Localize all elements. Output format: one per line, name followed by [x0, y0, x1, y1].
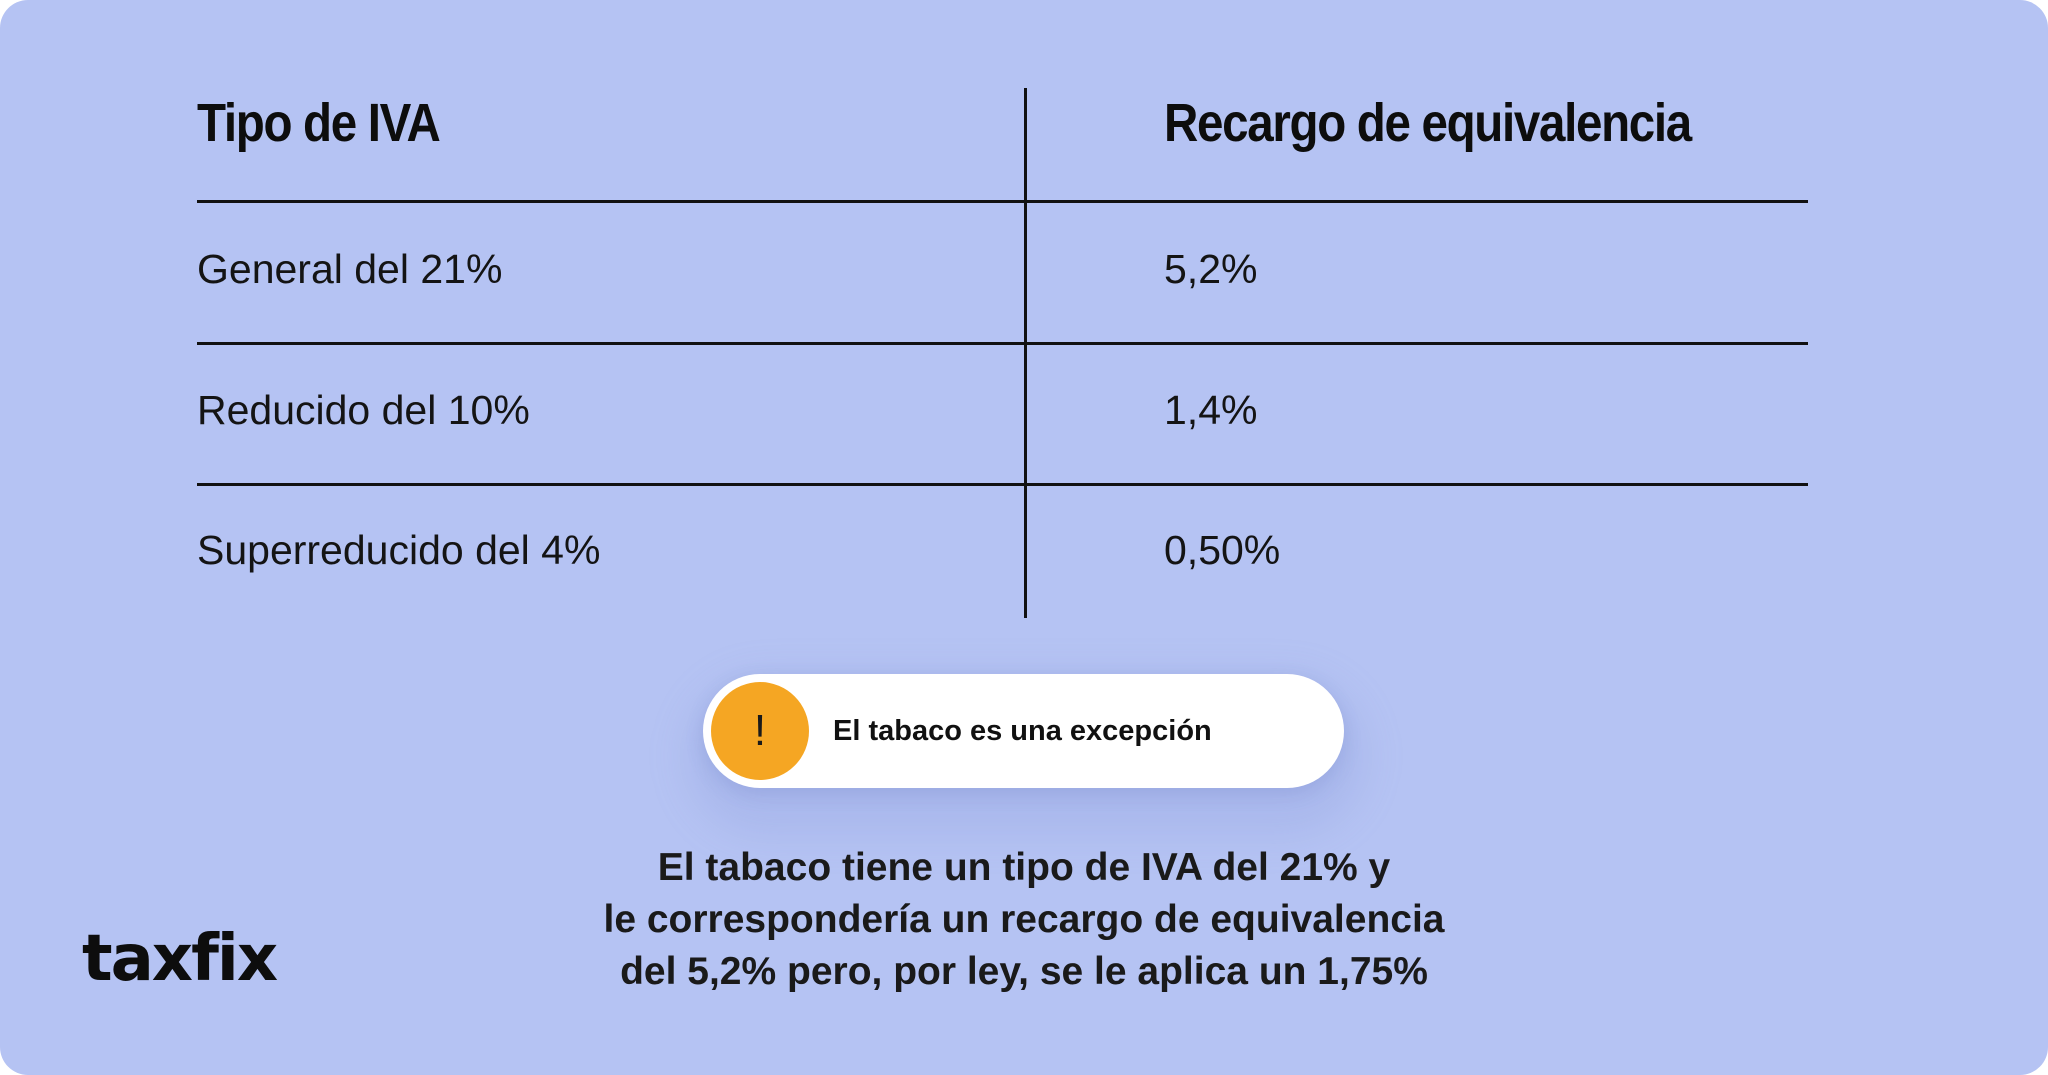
taxfix-logo: taxfix	[82, 922, 278, 996]
row-divider	[197, 200, 1808, 203]
row-divider	[197, 483, 1808, 486]
cell-recargo: 1,4%	[1164, 387, 1258, 433]
row-divider	[197, 342, 1808, 345]
cell-recargo: 5,2%	[1164, 246, 1258, 292]
cell-tipo: General del 21%	[197, 246, 503, 292]
cell-tipo: Reducido del 10%	[197, 387, 530, 433]
exclamation-icon: !	[711, 682, 809, 780]
header-recargo: Recargo de equivalencia	[1164, 93, 1692, 153]
note-line: El tabaco tiene un tipo de IVA del 21% y	[657, 846, 1391, 889]
cell-recargo: 0,50%	[1164, 527, 1281, 573]
exclamation-glyph: !	[753, 706, 767, 755]
note-line: del 5,2% pero, por ley, se le aplica un …	[620, 950, 1428, 993]
exception-callout: ! El tabaco es una excepción	[703, 674, 1344, 788]
callout-label: El tabaco es una excepción	[833, 714, 1212, 747]
column-divider	[1024, 88, 1027, 618]
note-line: le correspondería un recargo de equivale…	[603, 898, 1445, 941]
exception-note: El tabaco tiene un tipo de IVA del 21% y…	[512, 842, 1536, 998]
cell-tipo: Superreducido del 4%	[197, 527, 601, 573]
header-tipo-iva: Tipo de IVA	[197, 93, 441, 153]
